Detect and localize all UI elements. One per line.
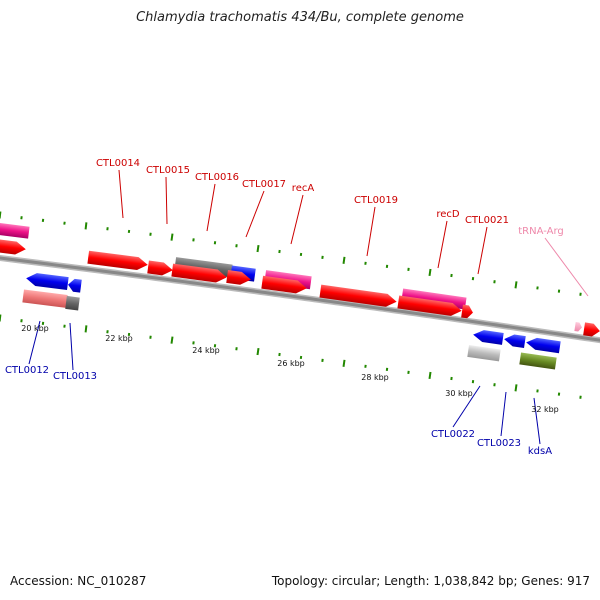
- label-recD: recD: [436, 209, 460, 220]
- label-CTL0016-leader: [206, 183, 216, 232]
- gene-CTL0017-arrow: [226, 269, 251, 285]
- label-kdsA-leader: [533, 397, 541, 445]
- inner-tick: [84, 325, 88, 333]
- inner-tick: [170, 336, 174, 344]
- gene-kdsA-arrow: [526, 337, 561, 354]
- gene-CTL0022-light: [467, 344, 501, 362]
- label-CTL0023: CTL0023: [477, 438, 521, 449]
- label-CTL0016: CTL0016: [195, 172, 239, 183]
- label-recA: recA: [292, 183, 315, 194]
- outer-tick: [342, 256, 346, 264]
- scale-label: 20 kbp: [21, 324, 49, 333]
- backbone-line: [0, 256, 600, 342]
- gene-recA-arrow: [261, 275, 307, 294]
- gene-CTL0016-arrow: [171, 263, 227, 283]
- scale-label: 24 kbp: [192, 346, 220, 355]
- outer-tick: [514, 281, 518, 289]
- label-CTL0012: CTL0012: [5, 365, 49, 376]
- label-CTL0015-leader: [165, 176, 168, 225]
- label-CTL0021: CTL0021: [465, 215, 509, 226]
- scale-label: 30 kbp: [445, 389, 473, 398]
- label-CTL0019-leader: [366, 206, 376, 257]
- gene-red-arrow: [583, 322, 600, 337]
- label-CTL0017: CTL0017: [242, 179, 286, 190]
- label-CTL0014: CTL0014: [96, 158, 140, 169]
- label-CTL0013: CTL0013: [53, 371, 97, 382]
- label-recD-leader: [437, 220, 448, 269]
- scale-label: 26 kbp: [277, 359, 305, 368]
- gene-CTL0012-arrow: [26, 273, 69, 290]
- label-kdsA: kdsA: [528, 446, 552, 457]
- label-recA-leader: [290, 194, 304, 245]
- label-CTL0015: CTL0015: [146, 165, 190, 176]
- gene-recD-arrow: [397, 295, 462, 316]
- accession-text: Accession: NC_010287: [10, 574, 147, 588]
- outer-tick: [428, 268, 432, 277]
- label-CTL0019: CTL0019: [354, 195, 398, 206]
- tick-marks: [0, 211, 582, 399]
- gene-CTL0013-salmon: [22, 289, 68, 308]
- gene-CTL0023-arrow: [504, 334, 526, 349]
- outer-tick: [170, 233, 174, 241]
- label-CTL0013-leader: [69, 322, 74, 371]
- gene-CTL0019-arrow: [319, 284, 397, 307]
- gene-features: [0, 220, 600, 370]
- genome-backbone: [0, 254, 600, 344]
- map-title: Chlamydia trachomatis 434/Bu, complete g…: [136, 10, 464, 25]
- inner-tick: [342, 359, 346, 367]
- label-CTL0014-leader: [118, 169, 124, 219]
- label-CTL0021-leader: [477, 226, 488, 275]
- label-CTL0012-leader: [28, 320, 41, 365]
- topology-summary: Topology: circular; Length: 1,038,842 bp…: [271, 574, 590, 588]
- gene-CTL0012b-arrow: [68, 278, 82, 293]
- gene-red-arrow: [0, 237, 26, 255]
- gene-CTL0021-arrow: [461, 304, 473, 319]
- gene-tRNA-Arg: [574, 322, 582, 332]
- gene-CTL0013-grey: [65, 295, 80, 311]
- scale-label: 28 kbp: [361, 373, 389, 382]
- label-CTL0017-leader: [245, 190, 265, 238]
- gene-CTL0022-arrow: [473, 330, 504, 345]
- inner-tick: [256, 347, 260, 356]
- label-tRNA-Arg-leader: [544, 237, 589, 297]
- scale-label: 22 kbp: [105, 334, 133, 343]
- outer-tick: [84, 222, 88, 230]
- scale-label: 32 kbp: [531, 405, 559, 414]
- gene-pink: [0, 220, 30, 239]
- label-tRNA-Arg: tRNA-Arg: [518, 226, 563, 237]
- inner-tick: [428, 371, 432, 380]
- gene-CTL0014-arrow: [87, 250, 148, 271]
- label-CTL0023-leader: [500, 391, 507, 437]
- gene-CTL0015-arrow: [147, 260, 173, 276]
- outer-tick: [256, 244, 260, 253]
- label-CTL0022-leader: [452, 385, 481, 428]
- inner-tick: [514, 384, 518, 392]
- label-CTL0022: CTL0022: [431, 429, 475, 440]
- gene-kdsA-olive: [519, 352, 557, 370]
